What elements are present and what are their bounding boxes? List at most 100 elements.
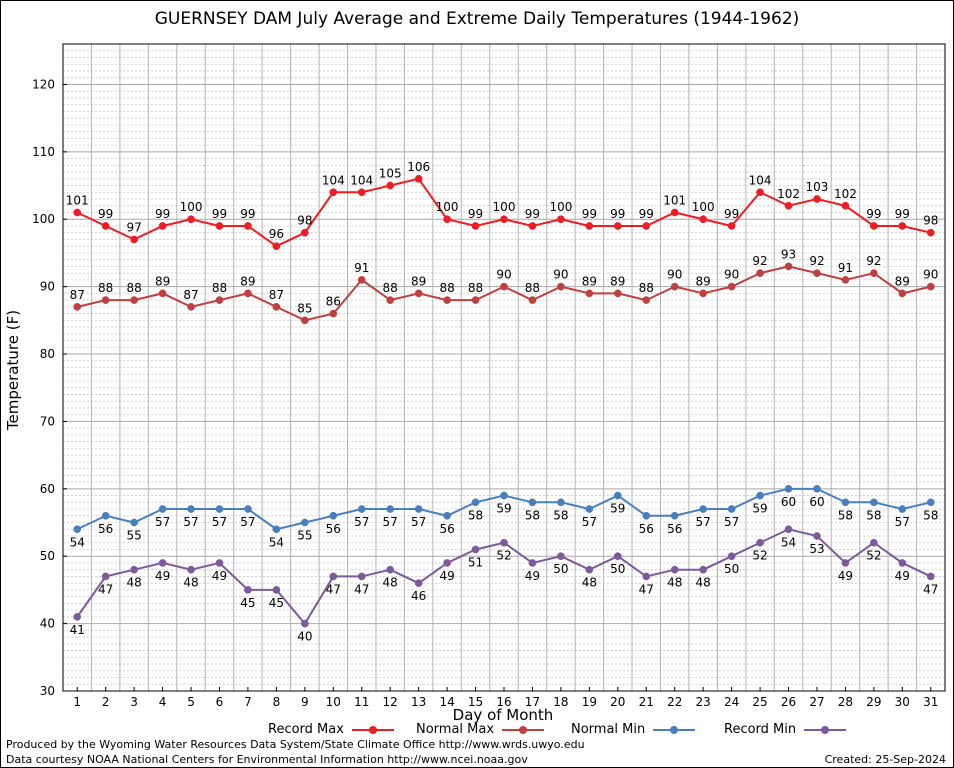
data-point bbox=[386, 181, 395, 190]
data-label: 100 bbox=[692, 200, 715, 214]
data-label: 52 bbox=[866, 549, 881, 563]
data-point bbox=[500, 491, 508, 500]
y-tick-label: 50 bbox=[40, 549, 55, 563]
data-point bbox=[813, 269, 821, 277]
data-label: 59 bbox=[496, 502, 511, 516]
chart-title: GUERNSEY DAM July Average and Extreme Da… bbox=[154, 9, 800, 29]
data-point bbox=[187, 505, 195, 513]
data-label: 40 bbox=[297, 630, 312, 644]
data-point bbox=[414, 289, 423, 298]
data-label: 98 bbox=[297, 214, 312, 228]
legend-swatch bbox=[351, 725, 394, 734]
data-point bbox=[898, 289, 907, 298]
data-label: 54 bbox=[70, 535, 85, 549]
data-point bbox=[926, 228, 935, 237]
data-point bbox=[101, 296, 110, 304]
x-tick-label: 10 bbox=[326, 695, 341, 709]
data-label: 91 bbox=[354, 261, 369, 275]
data-label: 99 bbox=[98, 207, 113, 221]
data-label: 88 bbox=[468, 281, 483, 295]
legend-label: Record Min bbox=[724, 722, 797, 737]
data-label: 90 bbox=[724, 268, 739, 282]
data-label: 99 bbox=[724, 207, 739, 221]
data-label: 85 bbox=[297, 301, 312, 315]
x-tick-label: 19 bbox=[582, 695, 597, 709]
legend-item-record-max: Record Max bbox=[268, 722, 394, 737]
data-label: 90 bbox=[667, 268, 682, 282]
data-label: 54 bbox=[269, 535, 284, 549]
data-point bbox=[187, 215, 195, 224]
data-point bbox=[528, 498, 537, 507]
data-point bbox=[585, 289, 594, 298]
data-point bbox=[841, 498, 850, 507]
data-label: 55 bbox=[126, 529, 141, 543]
data-label: 57 bbox=[183, 515, 198, 529]
data-point bbox=[727, 552, 736, 561]
y-tick-label: 40 bbox=[40, 617, 55, 631]
data-label: 104 bbox=[322, 173, 345, 187]
data-point bbox=[500, 282, 508, 291]
data-label: 57 bbox=[155, 515, 170, 529]
data-label: 100 bbox=[493, 200, 516, 214]
data-point bbox=[926, 282, 935, 291]
data-point bbox=[357, 276, 366, 284]
y-tick-label: 120 bbox=[32, 77, 55, 91]
data-label: 90 bbox=[496, 268, 511, 282]
data-label: 104 bbox=[350, 173, 373, 187]
x-tick-label: 2 bbox=[102, 695, 110, 709]
data-label: 101 bbox=[663, 193, 686, 207]
data-point bbox=[926, 498, 935, 507]
data-point bbox=[244, 222, 252, 230]
data-label: 57 bbox=[696, 515, 711, 529]
data-point bbox=[670, 282, 679, 291]
data-label: 91 bbox=[838, 261, 853, 275]
data-point bbox=[585, 222, 594, 230]
data-label: 98 bbox=[923, 214, 938, 228]
data-point bbox=[357, 572, 366, 581]
x-tick-label: 30 bbox=[895, 695, 910, 709]
x-tick-label: 14 bbox=[439, 695, 454, 709]
data-label: 45 bbox=[269, 596, 284, 610]
data-label: 89 bbox=[240, 274, 255, 288]
x-tick-label: 9 bbox=[301, 695, 309, 709]
data-point bbox=[557, 215, 565, 224]
data-label: 99 bbox=[866, 207, 881, 221]
data-point bbox=[699, 215, 708, 224]
data-label: 47 bbox=[98, 582, 113, 596]
data-label: 92 bbox=[752, 254, 767, 268]
data-point bbox=[699, 565, 708, 574]
x-tick-label: 24 bbox=[724, 695, 739, 709]
data-label: 57 bbox=[411, 515, 426, 529]
data-label: 102 bbox=[834, 187, 857, 201]
data-point bbox=[585, 565, 594, 574]
data-point bbox=[642, 511, 651, 520]
data-point bbox=[642, 572, 651, 581]
data-point bbox=[870, 498, 878, 507]
data-label: 89 bbox=[582, 274, 597, 288]
data-label: 57 bbox=[895, 515, 910, 529]
data-label: 92 bbox=[866, 254, 881, 268]
data-point bbox=[272, 525, 281, 534]
data-label: 96 bbox=[269, 227, 284, 241]
data-point bbox=[471, 296, 480, 304]
data-label: 49 bbox=[439, 569, 454, 583]
data-point bbox=[443, 559, 451, 567]
data-point bbox=[215, 559, 224, 567]
data-point bbox=[870, 222, 878, 230]
data-point bbox=[898, 222, 907, 230]
data-point bbox=[244, 586, 252, 594]
data-label: 89 bbox=[411, 274, 426, 288]
data-point bbox=[300, 228, 309, 237]
data-point bbox=[756, 538, 764, 547]
data-label: 90 bbox=[923, 268, 938, 282]
data-label: 88 bbox=[639, 281, 654, 295]
data-label: 58 bbox=[866, 508, 881, 522]
data-label: 99 bbox=[895, 207, 910, 221]
data-point bbox=[784, 262, 793, 271]
data-label: 88 bbox=[525, 281, 540, 295]
data-label: 89 bbox=[895, 274, 910, 288]
data-label: 87 bbox=[269, 288, 284, 302]
data-label: 51 bbox=[468, 555, 483, 569]
data-point bbox=[300, 518, 309, 527]
data-label: 60 bbox=[809, 495, 824, 509]
